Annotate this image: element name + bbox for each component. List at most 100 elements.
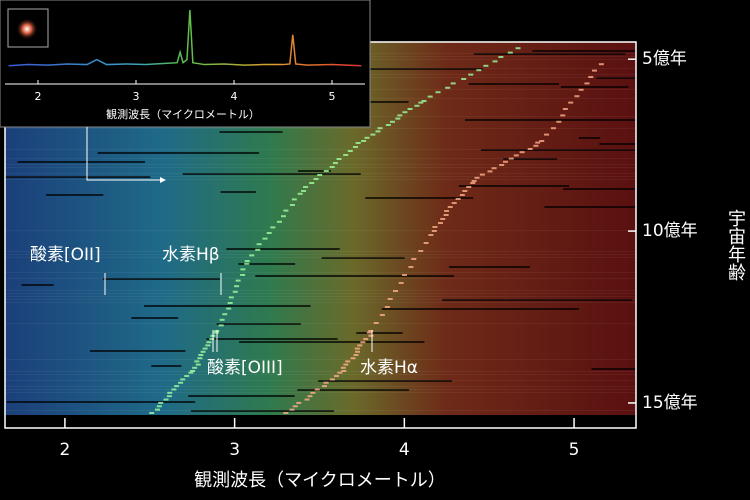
dark-row	[190, 410, 334, 412]
line-emission	[471, 180, 477, 182]
line-emission	[544, 133, 550, 136]
dark-row	[591, 368, 750, 370]
line-emission	[468, 73, 474, 76]
line-emission	[507, 51, 513, 54]
line-emission	[244, 262, 250, 265]
row-band	[5, 371, 636, 372]
line-emission	[329, 166, 335, 168]
dark-row	[239, 341, 425, 343]
line-emission	[340, 366, 346, 369]
row-band	[5, 323, 636, 324]
line-emission	[195, 363, 201, 366]
dark-row	[21, 284, 54, 286]
line-emission	[194, 360, 200, 363]
arrow-head	[160, 177, 166, 183]
y2-axis-label: 宇宙年齢	[725, 209, 746, 281]
y2-tick-label: 5億年	[642, 49, 687, 69]
line-emission	[499, 164, 505, 166]
line-emission	[368, 334, 374, 337]
line-emission	[266, 232, 272, 234]
line-emission	[533, 144, 539, 147]
dark-row	[297, 170, 331, 172]
dark-row	[271, 68, 483, 70]
dark-row	[216, 323, 301, 325]
line-emission	[366, 331, 372, 334]
dark-row	[5, 176, 151, 178]
inset-x-tick-label: 3	[133, 90, 140, 103]
line-emission	[149, 412, 155, 414]
line-emission	[317, 174, 323, 176]
inset-frame	[0, 0, 371, 128]
dark-row	[563, 188, 727, 190]
line-emission	[355, 142, 361, 144]
annotation: 酸素[OII]	[30, 245, 101, 265]
inset-x-tick-label: 4	[230, 90, 237, 103]
line-emission	[323, 381, 329, 384]
line-emission	[156, 405, 162, 408]
row-band	[5, 176, 636, 177]
line-emission	[421, 100, 427, 102]
line-emission	[461, 78, 467, 80]
dark-row	[6, 401, 196, 403]
line-emission	[167, 391, 173, 394]
line-emission	[445, 86, 451, 89]
line-emission	[444, 210, 450, 212]
dark-row	[188, 395, 295, 397]
line-emission	[240, 268, 246, 271]
y2-tick-label: 10億年	[642, 221, 698, 241]
line-emission	[323, 170, 329, 172]
line-emission	[270, 226, 276, 229]
dark-row	[442, 299, 633, 301]
dark-row	[151, 365, 182, 367]
dark-row	[560, 86, 629, 88]
line-emission	[166, 395, 172, 398]
line-emission	[283, 412, 289, 414]
line-emission	[332, 162, 338, 164]
line-emission	[474, 176, 480, 179]
line-emission	[200, 350, 206, 353]
row-band	[5, 254, 636, 255]
row-band	[5, 167, 636, 168]
line-emission	[513, 154, 519, 157]
x-axis-label: 観測波長（マイクロメートル）	[194, 470, 446, 491]
line-emission	[498, 56, 504, 58]
dark-row	[464, 119, 657, 121]
line-emission	[539, 140, 545, 142]
dark-row	[97, 152, 260, 154]
line-emission	[329, 378, 335, 381]
line-emission	[205, 344, 211, 347]
dark-row	[46, 194, 104, 196]
line-emission	[180, 378, 186, 381]
dark-row	[458, 185, 570, 187]
line-emission	[321, 385, 327, 388]
line-emission	[337, 371, 343, 374]
line-emission	[591, 69, 597, 72]
row-band	[5, 380, 636, 381]
line-emission	[209, 338, 215, 340]
dark-row	[144, 305, 311, 307]
dark-row	[17, 161, 146, 163]
annotation: 酸素[OIII]	[207, 358, 283, 378]
line-emission	[333, 375, 339, 378]
line-emission	[158, 401, 164, 404]
line-emission	[527, 148, 533, 150]
line-emission	[459, 194, 465, 196]
dark-row	[503, 158, 558, 160]
line-emission	[297, 192, 303, 195]
line-emission	[355, 350, 361, 353]
line-emission	[219, 318, 225, 321]
line-emission	[515, 47, 521, 50]
line-emission	[222, 313, 228, 316]
dark-row	[468, 83, 560, 85]
line-emission	[370, 133, 376, 136]
row-band	[5, 290, 636, 291]
line-emission	[414, 104, 420, 107]
line-emission	[307, 395, 313, 398]
line-emission	[598, 63, 604, 66]
line-emission	[347, 150, 353, 152]
line-emission	[309, 182, 315, 184]
line-emission	[502, 160, 508, 163]
dark-row	[226, 248, 340, 250]
dark-row	[219, 131, 283, 133]
line-emission	[491, 167, 497, 170]
